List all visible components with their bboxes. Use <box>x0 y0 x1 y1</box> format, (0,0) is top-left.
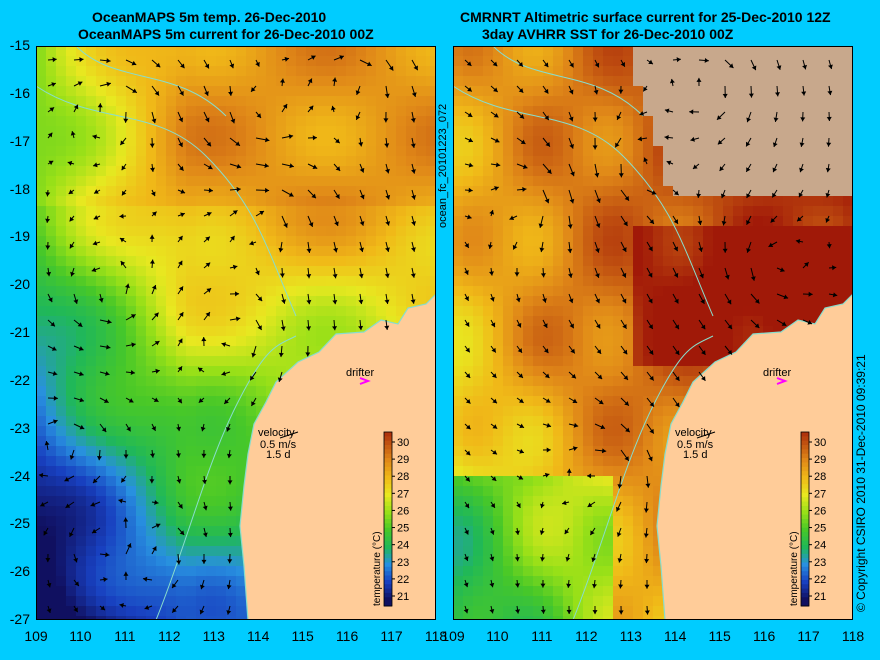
x-tick-label: 114 <box>664 628 687 644</box>
x-tick-label: 113 <box>202 628 225 644</box>
x-tick-label: 109 <box>441 628 465 644</box>
colorbar-tick-label: 28 <box>814 471 826 483</box>
y-tick-label: -16 <box>9 84 30 101</box>
x-tick-label: 118 <box>841 628 865 644</box>
colorbar-tick-label: 30 <box>814 437 826 449</box>
x-tick-label: 117 <box>380 628 403 644</box>
drifter-label: drifter <box>763 367 791 379</box>
drifter-label: drifter <box>346 367 374 379</box>
colorbar-tick-label: 22 <box>814 574 826 586</box>
x-tick-label: 115 <box>708 628 731 644</box>
colorbar-tick-label: 24 <box>397 540 409 552</box>
x-tick-label: 109 <box>24 628 48 644</box>
colorbar-tick-label: 29 <box>814 454 826 466</box>
y-tick-label: -17 <box>9 132 30 149</box>
y-tick-label: -19 <box>9 228 30 245</box>
y-tick-label: -26 <box>9 563 30 580</box>
colorbar-tick-label: 24 <box>814 540 826 552</box>
colorbar-tick-label: 29 <box>397 454 409 466</box>
x-tick-label: 115 <box>291 628 314 644</box>
colorbar-tick-label: 27 <box>397 488 409 500</box>
current-vector-field <box>38 55 419 615</box>
x-tick-label: 114 <box>247 628 270 644</box>
colorbar-title: temperature (°C) <box>372 531 383 606</box>
x-tick-label: 116 <box>752 628 776 644</box>
y-tick-label: -22 <box>9 371 30 388</box>
colorbar-tick-label: 22 <box>397 574 409 586</box>
right-title-line1: CMRNRT Altimetric surface current for 25… <box>460 9 831 25</box>
colorbar-tick-label: 25 <box>397 523 409 535</box>
y-tick-label: -25 <box>9 515 30 532</box>
x-tick-label: 117 <box>797 628 820 644</box>
svg-text:0.5 m/s: 0.5 m/s <box>260 439 297 451</box>
y-tick-label: -20 <box>9 276 30 293</box>
x-tick-label: 110 <box>69 628 92 644</box>
colorbar-tick-label: 21 <box>397 591 409 603</box>
svg-text:velocity: velocity <box>258 427 295 439</box>
drifter-marker <box>776 377 788 385</box>
colorbar-tick-label: 23 <box>397 557 409 569</box>
left-title-line2: OceanMAPS 5m current for 26-Dec-2010 00Z <box>78 26 374 42</box>
y-tick-label: -27 <box>9 611 30 627</box>
y-tick-label: -24 <box>9 467 30 484</box>
y-tick-label: -21 <box>9 324 30 340</box>
current-vector-field <box>463 57 838 615</box>
colorbar-tick-label: 25 <box>814 523 826 535</box>
forecast-id-label: ocean_fc_20101223_072 <box>437 103 449 228</box>
svg-text:1.5 d: 1.5 d <box>266 449 290 461</box>
x-tick-label: 111 <box>531 628 553 644</box>
x-tick-label: 116 <box>335 628 359 644</box>
x-tick-label: 118 <box>424 628 448 644</box>
colorbar-tick-label: 21 <box>814 591 826 603</box>
colorbar-title: temperature (°C) <box>789 531 800 606</box>
x-tick-label: 113 <box>619 628 642 644</box>
temperature-colorbar: 30 29 28 27 26 25 24 23 22 21 temperature (°C) <box>372 431 409 607</box>
x-tick-label: 111 <box>114 628 136 644</box>
colorbar-tick-label: 26 <box>814 505 826 517</box>
colorbar-tick-label: 23 <box>814 557 826 569</box>
left-title-line1: OceanMAPS 5m temp. 26-Dec-2010 <box>92 9 327 25</box>
colorbar-tick-label: 30 <box>397 437 409 449</box>
right-title-line2: 3day AVHRR SST for 26-Dec-2010 00Z <box>482 26 734 42</box>
colorbar-tick-label: 28 <box>397 471 409 483</box>
x-tick-label: 112 <box>158 628 181 644</box>
x-tick-label: 110 <box>486 628 509 644</box>
y-tick-label: -15 <box>9 37 30 53</box>
x-tick-label: 112 <box>575 628 598 644</box>
y-tick-label: -18 <box>9 180 30 197</box>
colorbar-tick-label: 26 <box>397 505 409 517</box>
temperature-colorbar: 30 29 28 27 26 25 24 23 22 21 temperature (°C) <box>789 431 826 607</box>
copyright-label: © Copyright CSIRO 2010 31-Dec-2010 09:39… <box>854 354 868 612</box>
y-tick-label: -23 <box>9 419 30 436</box>
colorbar-tick-label: 27 <box>814 488 826 500</box>
drifter-marker <box>359 377 371 385</box>
